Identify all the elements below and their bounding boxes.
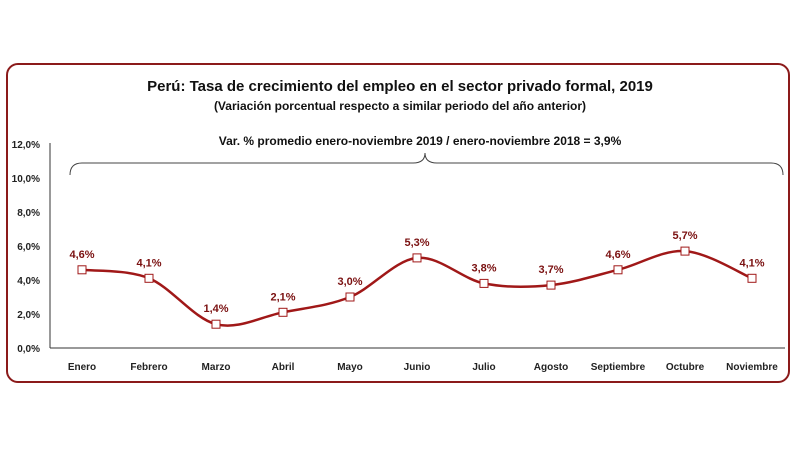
chart-annotation: Var. % promedio enero-noviembre 2019 / e… [218, 134, 622, 148]
x-tick-label: Septiembre [591, 362, 646, 373]
x-tick-label: Noviembre [726, 362, 778, 373]
data-label: 2,1% [270, 291, 295, 303]
data-label: 4,1% [739, 257, 764, 269]
x-tick-label: Octubre [666, 362, 705, 373]
data-point [345, 292, 355, 302]
data-point [479, 278, 489, 288]
x-tick-label: Marzo [202, 362, 231, 373]
data-point [278, 307, 288, 317]
chart-frame [6, 63, 790, 383]
data-label: 4,1% [136, 257, 161, 269]
data-label: 5,3% [404, 237, 429, 249]
x-tick-label: Junio [404, 362, 431, 373]
y-tick-label: 10,0% [12, 174, 40, 185]
data-label: 4,6% [605, 249, 630, 261]
y-tick-label: 4,0% [17, 276, 40, 287]
y-tick-label: 0,0% [17, 344, 40, 355]
x-tick-label: Abril [272, 362, 295, 373]
y-tick-label: 6,0% [17, 242, 40, 253]
data-point [144, 273, 154, 283]
data-label: 3,7% [538, 264, 563, 276]
data-label: 4,6% [69, 249, 94, 261]
data-point [412, 253, 422, 263]
y-tick-label: 8,0% [17, 208, 40, 219]
y-tick-label: 2,0% [17, 310, 40, 321]
x-tick-label: Enero [68, 362, 96, 373]
x-tick-label: Agosto [534, 362, 568, 373]
data-label: 3,8% [471, 262, 496, 274]
chart-title: Perú: Tasa de crecimiento del empleo en … [147, 78, 653, 95]
x-tick-label: Julio [472, 362, 495, 373]
chart-subtitle: (Variación porcentual respecto a similar… [213, 99, 587, 113]
data-label: 3,0% [337, 276, 362, 288]
data-label: 1,4% [203, 303, 228, 315]
annotation-bracket [69, 152, 784, 176]
data-point [613, 265, 623, 275]
data-point [211, 319, 221, 329]
data-point [546, 280, 556, 290]
data-point [77, 265, 87, 275]
x-tick-label: Febrero [130, 362, 167, 373]
x-tick-label: Mayo [337, 362, 363, 373]
data-point [747, 273, 757, 283]
data-label: 5,7% [672, 230, 697, 242]
y-tick-label: 12,0% [12, 140, 40, 151]
data-point [680, 246, 690, 256]
